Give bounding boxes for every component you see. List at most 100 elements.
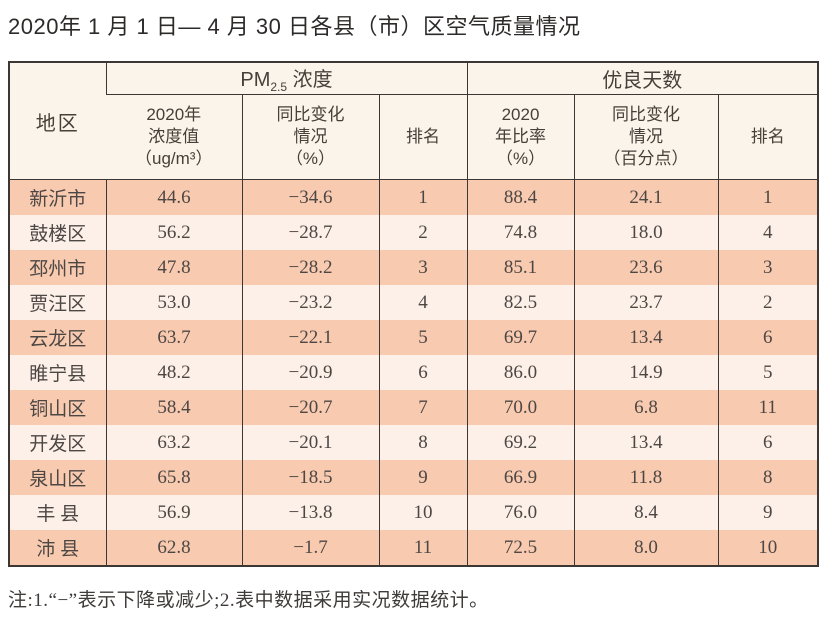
table-row: 开发区 63.2 −20.1 8 69.2 13.4 6 (9, 425, 819, 460)
cell-good-rank: 8 (717, 460, 819, 495)
cell-pm-change: −13.8 (241, 495, 379, 530)
cell-good-rank: 10 (717, 530, 819, 566)
header-pm-value: 2020年 浓度值 （ug/m³） (106, 94, 242, 180)
table-row: 邳州市 47.8 −28.2 3 85.1 23.6 3 (9, 250, 819, 285)
cell-pm-value: 58.4 (105, 390, 242, 425)
cell-good-rank: 5 (717, 355, 819, 390)
cell-pm-value: 48.2 (105, 355, 242, 390)
air-quality-table: 地区 PM2.5 浓度 优良天数 2020年 浓度值 （ug/m³） 同比变化 … (8, 61, 820, 567)
cell-pm-rank: 10 (378, 495, 468, 530)
cell-good-ratio: 82.5 (466, 285, 575, 320)
cell-good-rank: 4 (717, 215, 819, 250)
header-pm-change: 同比变化 情况 （%） (241, 94, 379, 180)
cell-region: 新沂市 (29, 189, 87, 210)
cell-good-rank: 3 (717, 250, 819, 285)
pm-label-base: PM (240, 69, 271, 91)
cell-good-ratio: 70.0 (466, 390, 575, 425)
cell-pm-value: 53.0 (105, 285, 242, 320)
cell-good-rank: 11 (717, 390, 819, 425)
cell-pm-change: −20.1 (241, 425, 379, 460)
table-row: 新沂市 44.6 −34.6 1 88.4 24.1 1 (9, 179, 819, 215)
cell-good-change: 6.8 (573, 390, 719, 425)
footnote: 注:1.“−”表示下降或减少;2.表中数据采用实况数据统计。 (8, 590, 489, 611)
cell-pm-change: −23.2 (241, 285, 379, 320)
cell-pm-rank: 3 (378, 250, 468, 285)
header-good-ratio: 2020 年比率 （%） (466, 94, 575, 180)
cell-good-ratio: 74.8 (466, 215, 575, 250)
header-good-rank: 排名 (717, 94, 819, 180)
header-sub-row: 2020年 浓度值 （ug/m³） 同比变化 情况 （%） 排名 2020 年比… (9, 94, 819, 180)
cell-good-change: 8.4 (573, 495, 719, 530)
cell-good-ratio: 76.0 (466, 495, 575, 530)
page-title: 2020年 1 月 1 日— 4 月 30 日各县（市）区空气质量情况 (8, 14, 581, 39)
cell-pm-change: −22.1 (241, 320, 379, 355)
table-row: 铜山区 58.4 −20.7 7 70.0 6.8 11 (9, 390, 819, 425)
cell-good-ratio: 85.1 (466, 250, 575, 285)
cell-good-rank: 6 (717, 320, 819, 355)
cell-good-ratio: 69.2 (466, 425, 575, 460)
cell-pm-rank: 6 (378, 355, 468, 390)
cell-region: 鼓楼区 (29, 224, 87, 245)
cell-region: 贾汪区 (29, 294, 87, 315)
table-row: 云龙区 63.7 −22.1 5 69.7 13.4 6 (9, 320, 819, 355)
cell-pm-value: 47.8 (105, 250, 242, 285)
table-row: 沛 县 62.8 −1.7 11 72.5 8.0 10 (9, 530, 819, 566)
cell-good-change: 11.8 (573, 460, 719, 495)
cell-pm-rank: 8 (378, 425, 468, 460)
cell-good-change: 18.0 (573, 215, 719, 250)
cell-region: 开发区 (29, 434, 87, 455)
cell-good-change: 13.4 (573, 425, 719, 460)
table-row: 鼓楼区 56.2 −28.7 2 74.8 18.0 4 (9, 215, 819, 250)
cell-region: 铜山区 (29, 399, 87, 420)
cell-pm-value: 65.8 (105, 460, 242, 495)
table-header: 地区 PM2.5 浓度 优良天数 2020年 浓度值 （ug/m³） 同比变化 … (9, 62, 819, 180)
cell-good-change: 13.4 (573, 320, 719, 355)
cell-good-ratio: 72.5 (466, 530, 575, 566)
cell-pm-change: −20.7 (241, 390, 379, 425)
header-gooddays-group: 优良天数 (466, 62, 819, 95)
header-good-change: 同比变化 情况 （百分点） (573, 94, 719, 180)
cell-pm-change: −34.6 (241, 179, 379, 215)
cell-region: 泉山区 (29, 469, 87, 490)
cell-pm-change: −18.5 (241, 460, 379, 495)
header-pm25-group: PM2.5 浓度 (105, 62, 468, 95)
cell-pm-change: −28.2 (241, 250, 379, 285)
cell-good-ratio: 69.7 (466, 320, 575, 355)
cell-good-ratio: 88.4 (466, 179, 575, 215)
cell-good-change: 23.7 (573, 285, 719, 320)
cell-region: 丰 县 (36, 504, 80, 525)
table-row: 贾汪区 53.0 −23.2 4 82.5 23.7 2 (9, 285, 819, 320)
cell-good-change: 8.0 (573, 530, 719, 566)
cell-region: 邳州市 (29, 259, 87, 280)
cell-region: 沛 县 (36, 539, 80, 560)
table-row: 睢宁县 48.2 −20.9 6 86.0 14.9 5 (9, 355, 819, 390)
cell-pm-rank: 9 (378, 460, 468, 495)
cell-pm-value: 63.7 (105, 320, 242, 355)
cell-pm-rank: 11 (378, 530, 468, 566)
cell-pm-value: 44.6 (105, 179, 242, 215)
pm-label-rest: 浓度 (287, 69, 333, 91)
cell-good-change: 23.6 (573, 250, 719, 285)
header-region: 地区 (9, 62, 106, 180)
cell-good-rank: 1 (717, 179, 819, 215)
cell-pm-change: −28.7 (241, 215, 379, 250)
cell-pm-change: −20.9 (241, 355, 379, 390)
cell-good-rank: 2 (717, 285, 819, 320)
cell-good-change: 14.9 (573, 355, 719, 390)
cell-pm-value: 56.2 (105, 215, 242, 250)
cell-pm-value: 63.2 (105, 425, 242, 460)
cell-region: 云龙区 (29, 329, 87, 350)
cell-good-ratio: 66.9 (466, 460, 575, 495)
cell-good-rank: 6 (717, 425, 819, 460)
pm-label-sub: 2.5 (270, 80, 288, 94)
cell-pm-value: 56.9 (105, 495, 242, 530)
table-row: 泉山区 65.8 −18.5 9 66.9 11.8 8 (9, 460, 819, 495)
cell-pm-change: −1.7 (241, 530, 379, 566)
cell-pm-rank: 1 (378, 179, 468, 215)
table-body: 新沂市 44.6 −34.6 1 88.4 24.1 1 鼓楼区 56.2 −28.7 2 74.8 1… (9, 179, 819, 566)
header-group-row: 地区 PM2.5 浓度 优良天数 (9, 62, 819, 180)
cell-pm-rank: 4 (378, 285, 468, 320)
cell-pm-rank: 2 (378, 215, 468, 250)
cell-pm-rank: 5 (378, 320, 468, 355)
cell-pm-rank: 7 (378, 390, 468, 425)
